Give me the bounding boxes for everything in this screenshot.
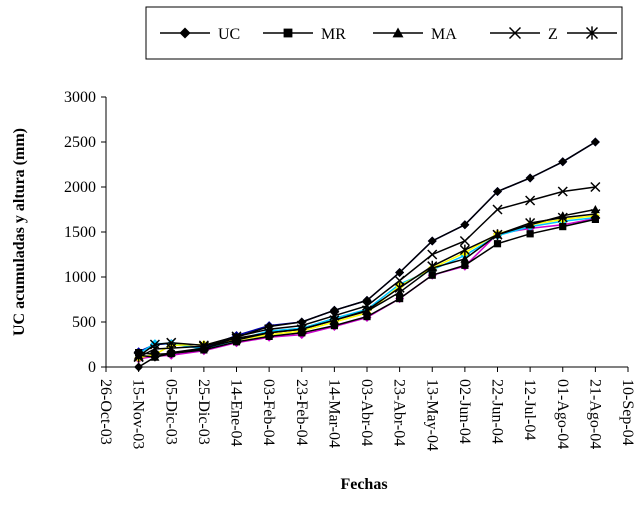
x-tick-label: 03-Abr-04 — [358, 379, 375, 446]
data-point — [559, 223, 567, 231]
series-2 — [134, 205, 600, 361]
series-line — [138, 216, 596, 355]
data-point — [199, 344, 209, 354]
data-point — [166, 337, 177, 348]
data-point — [557, 186, 568, 197]
data-point — [590, 205, 600, 214]
series-line — [138, 217, 596, 360]
data-point — [591, 215, 599, 223]
data-point — [362, 295, 372, 305]
data-point — [460, 254, 470, 263]
series-line — [138, 218, 596, 356]
data-point — [427, 249, 438, 260]
x-tick-label: 13-May-04 — [423, 379, 440, 451]
series-line — [138, 141, 596, 368]
series-7 — [134, 137, 600, 357]
data-point — [149, 339, 160, 350]
data-point — [297, 317, 307, 327]
data-point — [135, 349, 143, 357]
data-point — [395, 268, 405, 277]
legend-label: UC — [218, 26, 240, 43]
legend-label: MA — [431, 26, 457, 43]
data-point — [329, 305, 339, 315]
x-tick-label: 12-Jul-04 — [521, 379, 538, 440]
x-tick-label: 14-Ene-04 — [228, 379, 245, 447]
data-point — [134, 362, 144, 372]
data-point — [492, 204, 503, 215]
x-axis-title: Fechas — [340, 476, 387, 493]
data-point — [362, 306, 372, 315]
data-point — [232, 332, 241, 342]
x-tick-label: 10-Sep-04 — [619, 379, 636, 446]
y-tick-label: 3000 — [64, 89, 96, 106]
x-tick-label: 22-Jun-04 — [489, 379, 506, 444]
x-tick-label: 21-Ago-04 — [586, 379, 603, 449]
x-tick-label: 01-Ago-04 — [554, 379, 571, 449]
y-axis: 0 500 1000 1500 2000 2500 3000 — [64, 89, 107, 376]
data-point — [264, 322, 274, 331]
legend-label: MR — [321, 26, 346, 43]
data-point — [427, 236, 437, 246]
data-point — [395, 287, 405, 296]
data-point — [461, 261, 469, 269]
y-tick-label: 1000 — [64, 269, 96, 286]
x-tick-label: 23-Feb-04 — [293, 379, 310, 446]
data-point — [265, 332, 273, 340]
x-tick-label: 02-Jun-04 — [456, 379, 473, 444]
legend-label: Z — [548, 26, 558, 43]
y-tick-label: 2000 — [64, 179, 96, 196]
data-point — [298, 329, 306, 337]
x-tick-label: 15-Nov-03 — [130, 379, 147, 449]
data-point — [329, 315, 339, 324]
data-point — [166, 349, 176, 358]
x-tick-label: 25-Dic-03 — [195, 379, 212, 445]
legend-marker — [392, 27, 404, 38]
x-tick-label: 23-Abr-04 — [391, 379, 408, 446]
data-point — [427, 263, 437, 272]
data-point — [525, 195, 536, 206]
legend-marker — [179, 27, 191, 39]
data-point — [396, 295, 404, 303]
y-tick-label: 500 — [72, 314, 96, 331]
data-point — [493, 230, 502, 239]
data-point — [150, 352, 160, 362]
series-1 — [135, 215, 599, 358]
legend: UC MR MA Z — [145, 6, 623, 60]
data-point — [460, 220, 470, 230]
x-tick-label: 03-Feb-04 — [260, 379, 277, 446]
x-axis: 26-Oct-03 15-Nov-03 05-Dic-03 25-Dic-03 14-E… — [97, 366, 636, 451]
data-point — [459, 244, 470, 256]
data-point — [493, 240, 502, 248]
series-line — [138, 186, 596, 357]
x-tick-label: 14-Mar-04 — [325, 379, 342, 448]
y-axis-title: UC acumuladas y altura (mm) — [11, 128, 28, 336]
y-tick-label: 1500 — [64, 224, 96, 241]
data-point — [558, 157, 568, 167]
data-point — [232, 338, 241, 346]
y-tick-label: 0 — [88, 359, 96, 376]
x-tick-label: 05-Dic-03 — [162, 379, 179, 445]
series-0 — [134, 137, 600, 372]
data-point — [590, 181, 601, 193]
legend-marker — [508, 26, 522, 40]
data-point — [363, 313, 371, 321]
data-point — [590, 137, 600, 147]
data-point — [525, 220, 535, 229]
data-point — [526, 230, 534, 238]
data-point — [330, 322, 338, 330]
data-point — [558, 211, 568, 220]
series-line — [138, 208, 596, 358]
data-point — [493, 187, 502, 196]
data-point — [428, 271, 436, 279]
legend-marker — [585, 26, 599, 40]
data-point — [525, 173, 535, 183]
series-3 — [133, 181, 601, 362]
y-tick-label: 2500 — [64, 134, 96, 151]
data-point — [394, 275, 405, 286]
legend-marker — [283, 28, 293, 38]
data-point — [459, 235, 470, 247]
x-tick-label: 26-Oct-03 — [97, 379, 114, 445]
series-layer — [133, 137, 601, 372]
